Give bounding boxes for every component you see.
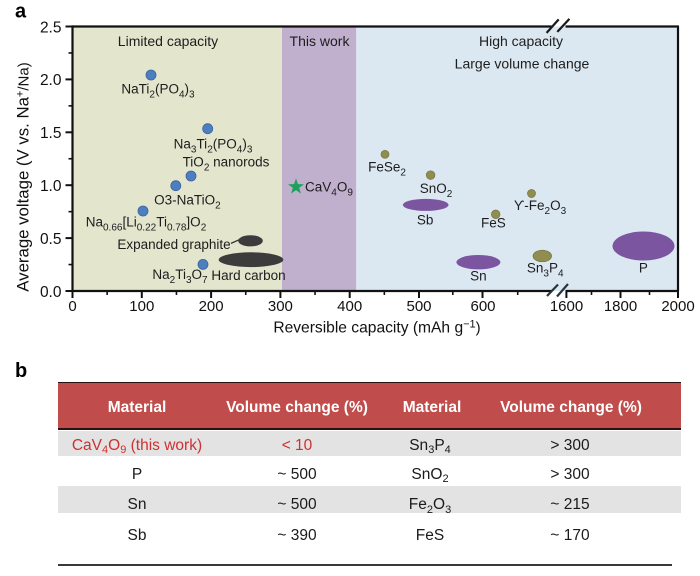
svg-text:600: 600: [470, 298, 495, 315]
svg-text:CaV4O9: CaV4O9: [305, 180, 353, 199]
svg-text:2.5: 2.5: [40, 19, 62, 36]
svg-text:1600: 1600: [550, 298, 583, 315]
svg-text:2.0: 2.0: [40, 72, 62, 89]
svg-text:FeSe2: FeSe2: [368, 160, 406, 179]
svg-text:Reversible capacity (mAh g−1): Reversible capacity (mAh g−1): [273, 319, 480, 337]
svg-text:FeS: FeS: [481, 215, 506, 230]
svg-text:Na2Ti3O7: Na2Ti3O7: [152, 267, 208, 286]
svg-text:Na0.66[Li0.22Ti0.78]O2: Na0.66[Li0.22Ti0.78]O2: [86, 215, 207, 234]
svg-text:0: 0: [68, 298, 76, 315]
svg-text:High capacity: High capacity: [479, 33, 563, 49]
svg-text:400: 400: [337, 298, 362, 315]
svg-text:Sn3P4: Sn3P4: [527, 261, 564, 280]
svg-text:a: a: [15, 0, 27, 22]
svg-text:1.5: 1.5: [40, 125, 62, 142]
svg-text:2000: 2000: [661, 298, 694, 315]
svg-text:Large volume change: Large volume change: [455, 56, 590, 72]
svg-text:1800: 1800: [604, 298, 637, 315]
svg-text:O3-NaTiO2: O3-NaTiO2: [154, 193, 221, 212]
svg-text:This work: This work: [290, 33, 351, 49]
svg-text:0.5: 0.5: [40, 231, 62, 248]
svg-text:0.0: 0.0: [40, 284, 62, 301]
svg-text:Average voltage (V vs. Na+/Na): Average voltage (V vs. Na+/Na): [14, 62, 33, 291]
svg-text:Sb: Sb: [417, 213, 434, 228]
svg-text:Limited capacity: Limited capacity: [118, 33, 218, 49]
svg-text:NaTi2(PO4)3: NaTi2(PO4)3: [121, 82, 195, 101]
svg-text:ϒ-Fe2O3: ϒ-Fe2O3: [514, 198, 567, 217]
svg-text:300: 300: [268, 298, 293, 315]
svg-text:100: 100: [129, 298, 154, 315]
svg-text:Sn: Sn: [470, 269, 487, 284]
svg-text:500: 500: [406, 298, 431, 315]
svg-text:Expanded graphite: Expanded graphite: [117, 237, 230, 252]
svg-text:P: P: [639, 261, 648, 276]
svg-text:1.0: 1.0: [40, 178, 62, 195]
svg-text:200: 200: [199, 298, 224, 315]
svg-text:Hard carbon: Hard carbon: [211, 268, 285, 283]
svg-text:SnO2: SnO2: [420, 181, 453, 200]
